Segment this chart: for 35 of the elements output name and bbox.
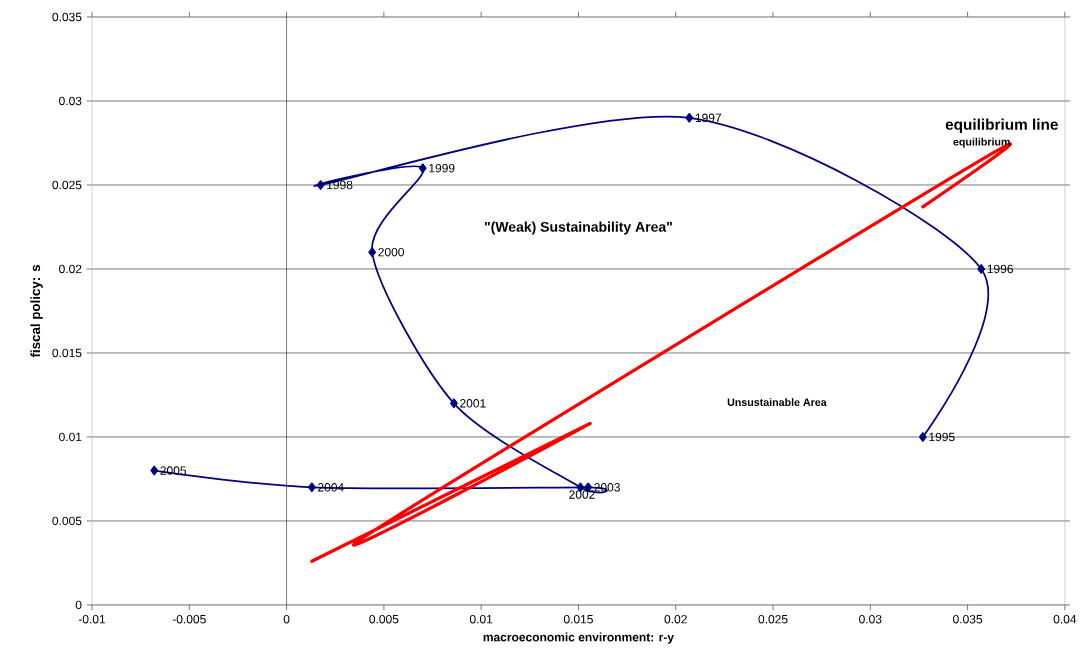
annotation: 2002 — [569, 490, 595, 499]
x-tick-label: 0.015 — [563, 615, 593, 624]
annotation: 1995 — [929, 432, 955, 442]
x-tick-label: 0.035 — [953, 615, 983, 624]
annotation: 1999 — [429, 163, 455, 173]
annotation: 2005 — [160, 466, 187, 475]
x-axis-title: macroeconomic environment: r-y — [483, 632, 674, 644]
y-tick-label: 0.01 — [59, 432, 82, 442]
annotation: 1997 — [695, 113, 722, 123]
y-tick-label: 0.025 — [52, 180, 82, 190]
y-tick-label: 0.035 — [52, 12, 82, 22]
annotation: 2000 — [378, 247, 405, 257]
y-tick-label: 0.005 — [52, 516, 82, 526]
series-label: equilibrium — [953, 137, 1010, 148]
x-tick-label: 0.04 — [1053, 615, 1077, 624]
x-tick-label: 0 — [283, 615, 290, 624]
y-tick-label: 0.02 — [59, 264, 82, 274]
y-tick-label: 0.03 — [59, 96, 82, 106]
x-tick-label: -0.005 — [172, 615, 206, 624]
x-tick-label: 0.005 — [369, 615, 399, 624]
y-axis-title: fiscal policy: s — [30, 264, 43, 358]
annotation: 2003 — [594, 483, 620, 492]
annotation: equilibrium line — [945, 118, 1058, 133]
y-tick-label: 0 — [75, 600, 82, 610]
x-tick-label: 0.03 — [859, 615, 882, 624]
x-tick-label: 0.02 — [664, 615, 687, 624]
annotation: 1998 — [327, 180, 353, 190]
annotation: 1996 — [987, 264, 1013, 274]
annotation: Unsustainable Area — [727, 398, 827, 407]
x-tick-label: -0.01 — [78, 615, 106, 624]
x-tick-label: 0.025 — [758, 615, 788, 624]
annotation: 2001 — [460, 399, 486, 408]
annotation: "(Weak) Sustainability Area" — [484, 221, 672, 235]
x-tick-label: 0.01 — [469, 615, 493, 624]
y-tick-label: 0.015 — [52, 348, 82, 358]
